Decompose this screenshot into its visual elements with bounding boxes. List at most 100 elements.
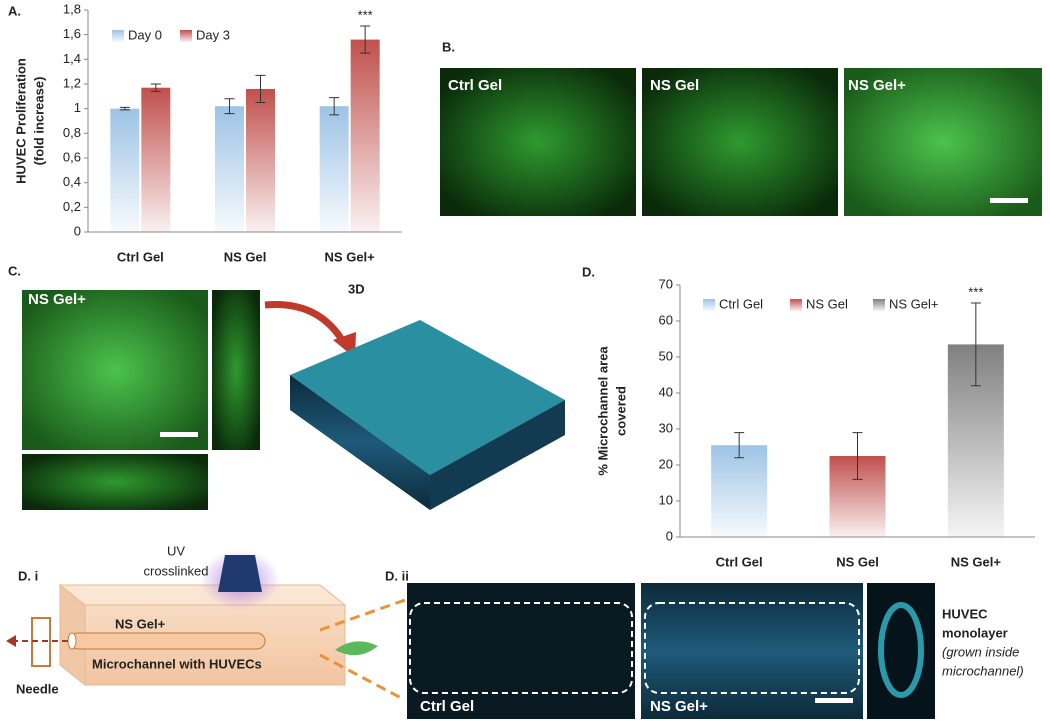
render-3d [290,320,565,475]
legend-label: NS Gel [806,296,848,311]
y-tick-label: 20 [659,456,673,471]
image-label: NS Gel [650,77,699,94]
image-label: Ctrl Gel [420,698,474,715]
annotation: *** [358,7,373,22]
micrograph [844,68,1042,216]
legend-swatch [112,30,124,42]
error-bar [224,98,235,115]
image-label: NS Gel+ [650,698,708,715]
scale-bar [160,432,198,437]
x-tick-label: Ctrl Gel [117,249,164,264]
y-tick-label: 0,2 [63,199,81,214]
y-tick-label: 0,8 [63,125,81,140]
legend-label: Ctrl Gel [719,296,763,311]
legend-label: Day 3 [196,27,230,42]
micrograph [641,583,863,719]
micrograph [22,290,208,450]
bar [215,106,244,232]
image-label: NS Gel+ [28,291,86,308]
note: HUVEC [942,606,988,621]
y-tick-label: 0 [74,223,81,238]
panel-label: D. ii [385,568,409,583]
y-tick-label: 70 [659,276,673,291]
bar [246,88,275,232]
x-tick-label: NS Gel [224,249,267,264]
note: monolayer [942,625,1008,640]
bar [711,445,768,537]
micrograph [407,583,635,719]
x-tick-label: Ctrl Gel [716,554,763,569]
legend-swatch [873,299,885,311]
x-tick-label: NS Gel+ [325,249,376,264]
y-axis-label: % Microchannel area [595,346,610,476]
pull-arrow [6,635,16,647]
bar [319,106,349,232]
y-tick-label: 0,4 [63,174,81,189]
micrograph [212,290,260,450]
uv-lamp [218,555,262,592]
y-tick-label: 50 [659,348,673,363]
microchannel [67,632,77,650]
y-tick-label: 30 [659,420,673,435]
channel-outline [644,602,860,694]
y-tick-label: 1,2 [63,75,81,90]
legend-swatch [180,30,192,42]
y-tick-label: 1 [74,100,81,115]
y-tick-label: 1,4 [63,51,81,66]
label: UV [167,543,185,558]
render-3d [290,375,430,510]
label: NS Gel+ [115,616,166,631]
legend-swatch [790,299,802,311]
micrograph [642,68,838,216]
micrograph [440,68,636,216]
annotation: *** [968,284,983,299]
y-axis-label: HUVEC Proliferation [13,58,28,184]
note: microchannel) [942,663,1024,678]
panel-label: B. [442,39,455,54]
error-bar [119,106,130,111]
panel-label: D. i [18,568,38,583]
label: Needle [16,681,59,696]
scale-bar [990,198,1028,203]
error-bar [734,432,745,459]
error-bar [255,74,266,103]
error-bar [852,432,863,480]
bar [110,108,140,232]
legend-label: NS Gel+ [889,296,939,311]
legend-label: Day 0 [128,27,162,42]
micrograph [22,454,208,510]
image-label: NS Gel+ [848,77,906,94]
note: (grown inside [942,644,1019,659]
label: crosslinked [143,563,208,578]
x-tick-label: NS Gel+ [951,554,1002,569]
y-tick-label: 60 [659,312,673,327]
panel-label: A. [8,3,21,18]
zoom-line [319,598,406,702]
y-axis-label: (fold increase) [31,77,46,166]
legend-swatch [703,299,715,311]
error-bar [360,25,371,54]
microchannel [69,632,266,650]
y-tick-label: 0 [666,528,673,543]
panel-label: C. [8,263,21,278]
cross-section [878,602,924,698]
error-bar [150,83,161,92]
bar [350,39,380,232]
y-axis-label: covered [613,386,628,436]
y-tick-label: 10 [659,492,673,507]
scale-bar [815,698,853,703]
image-label: 3D [348,281,365,296]
y-tick-label: 1,8 [63,1,81,16]
panel-label: D. [582,264,595,279]
cell-icon [335,641,378,656]
arrow [264,301,349,347]
error-bar [329,97,340,116]
image-label: Ctrl Gel [448,77,502,94]
x-tick-label: NS Gel [836,554,879,569]
y-tick-label: 0,6 [63,149,81,164]
error-bar [970,302,981,387]
label: Microchannel with HUVECs [92,656,262,671]
bar [141,87,171,232]
y-tick-label: 1,6 [63,26,81,41]
